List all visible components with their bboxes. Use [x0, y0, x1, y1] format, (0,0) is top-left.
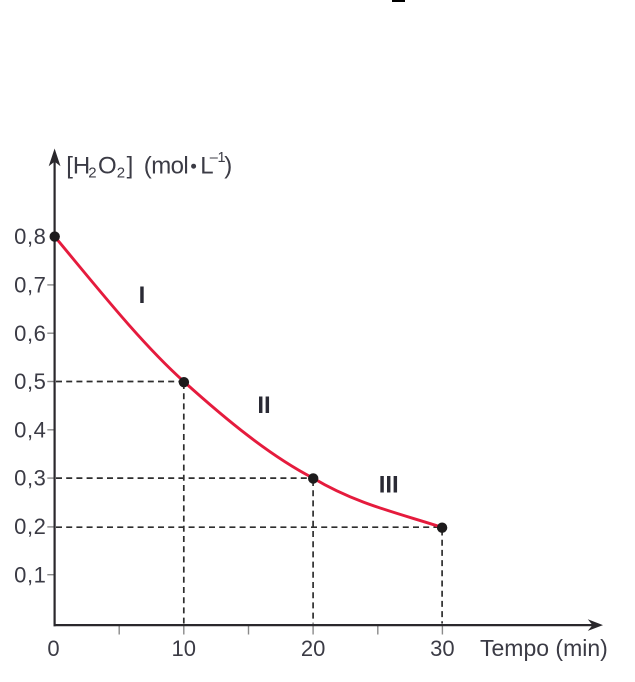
svg-text:10: 10	[172, 636, 196, 661]
svg-text:0,3: 0,3	[14, 466, 46, 491]
svg-text:[H: [H	[66, 152, 90, 179]
svg-text:0,5: 0,5	[14, 369, 46, 394]
svg-text:L: L	[200, 152, 213, 179]
svg-text:0,2: 0,2	[14, 514, 46, 539]
svg-text:): )	[224, 152, 232, 179]
svg-text:III: III	[379, 471, 399, 498]
svg-text:30: 30	[430, 636, 454, 661]
svg-text:0,7: 0,7	[14, 273, 46, 298]
svg-text:0,1: 0,1	[14, 562, 46, 587]
svg-text:20: 20	[301, 636, 325, 661]
svg-text:–1: –1	[210, 150, 226, 166]
svg-text:I: I	[139, 282, 146, 309]
svg-text:O: O	[98, 152, 117, 179]
svg-text:0: 0	[47, 636, 59, 661]
svg-text:]: ]	[127, 152, 134, 179]
svg-text:0,4: 0,4	[14, 417, 46, 442]
svg-text:2: 2	[117, 165, 125, 182]
svg-text:2: 2	[88, 165, 96, 182]
svg-text:0,8: 0,8	[14, 224, 46, 249]
svg-text:II: II	[257, 392, 270, 419]
svg-text:(mol: (mol	[144, 152, 188, 179]
svg-text:Tempo (min): Tempo (min)	[480, 635, 608, 661]
svg-text:0,6: 0,6	[14, 321, 46, 346]
